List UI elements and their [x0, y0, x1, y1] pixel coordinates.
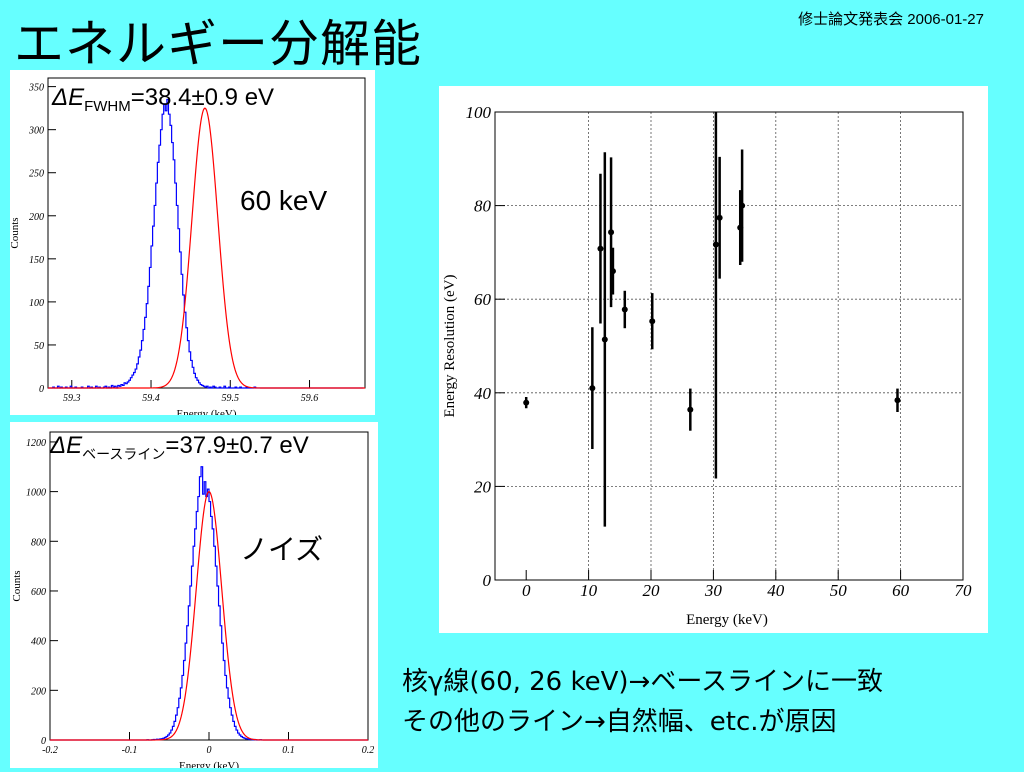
caption: 核γ線(60, 26 keV)→ベースラインに一致 その他のライン→自然幅、et…: [402, 662, 883, 742]
y-tick-label: 20: [474, 477, 492, 496]
gaussian-fit-line: [50, 490, 368, 741]
caption-line-2: その他のライン→自然幅、etc.が原因: [402, 707, 837, 737]
x-tick-label: 30: [704, 581, 723, 600]
y-tick-label: 60: [474, 290, 492, 309]
baseline-histogram-chart: -0.2 -0.1 0 0.1 0.2 0 200 400 600 800 1000 1200 Ener…: [11, 431, 375, 772]
x-tick-label: 0.2: [362, 745, 375, 756]
x-axis-label: Energy (keV): [686, 612, 768, 628]
data-point: [712, 241, 719, 248]
fwhm-subscript: FWHM: [84, 97, 131, 115]
x-tick-label: 0: [522, 581, 531, 600]
y-tick-label: 1200: [26, 438, 46, 449]
y-tick-label: 0: [41, 736, 46, 747]
data-point: [523, 399, 530, 406]
histogram-series: [48, 98, 364, 389]
histogram-series: [50, 466, 368, 741]
header-note: 修士論文発表会 2006-01-27: [798, 11, 984, 28]
data-point: [739, 202, 746, 209]
y-tick-label: 300: [28, 126, 44, 137]
x-tick-label: 59.4: [142, 393, 160, 404]
caption-line-1: 核γ線(60, 26 keV)→ベースラインに一致: [402, 667, 884, 697]
baseline-label: ΔEベースライン=37.9±0.7 eV: [50, 432, 309, 464]
y-tick-label: 350: [28, 83, 44, 94]
fwhm-label: ΔEFWHM=38.4±0.9 eV: [52, 84, 274, 115]
y-axis-label: Counts: [11, 570, 23, 601]
y-axis-label: Energy Resolution (eV): [442, 274, 458, 417]
data-point: [601, 336, 608, 343]
y-tick-label: 200: [29, 212, 44, 223]
x-axis-label: Energy (keV): [177, 408, 237, 415]
fwhm-histogram-panel: 59.3 59.4 59.5 59.6 0 50 100 150 200 250 300 350 Ene…: [9, 70, 375, 420]
x-tick-label: 59.6: [301, 393, 319, 404]
x-axis-label: Energy (keV): [179, 760, 239, 768]
y-tick-label: 0: [39, 384, 44, 395]
resolution-scatter-chart: 0 10 20 30 40 50 60 70 0 20 40 60 80 100 Energy (keV) E…: [442, 103, 973, 628]
plot-frame: [49, 431, 369, 741]
y-tick-label: 800: [31, 537, 46, 548]
x-tick-label: 10: [580, 581, 598, 600]
slide-title: エネルギー分解能: [14, 15, 422, 73]
x-tick-label: 50: [830, 581, 848, 600]
x-tick-label: 40: [767, 581, 785, 600]
y-tick-label: 1000: [26, 488, 46, 499]
baseline-histogram-panel: -0.2 -0.1 0 0.1 0.2 0 200 400 600 800 1000 1200 Ener…: [10, 422, 378, 772]
data-point: [597, 245, 604, 252]
data-point: [589, 385, 596, 392]
data-point: [687, 406, 694, 413]
y-tick-label: 600: [31, 587, 46, 598]
fwhm-value: =38.4±0.9 eV: [130, 84, 275, 111]
x-tick-label: 0: [207, 745, 212, 756]
noise-label: ノイズ: [240, 533, 324, 566]
y-tick-label: 0: [483, 571, 492, 590]
y-tick-label: 50: [34, 341, 44, 352]
y-tick-label: 100: [466, 103, 492, 122]
fwhm-histogram-chart: 59.3 59.4 59.5 59.6 0 50 100 150 200 250 300 350 Ene…: [9, 77, 366, 420]
y-axis-label: Counts: [10, 217, 21, 248]
plot-frame: [47, 77, 366, 389]
data-point: [894, 397, 901, 404]
x-tick-label: 59.3: [63, 393, 81, 404]
x-tick-label: 70: [955, 581, 973, 600]
y-tick-label: 100: [29, 298, 44, 309]
resolution-chart-panel: 0 10 20 30 40 50 60 70 0 20 40 60 80 100 Energy (keV) E…: [439, 86, 988, 633]
y-tick-label: 400: [31, 637, 46, 648]
y-tick-label: 80: [474, 197, 492, 216]
peak-energy-label: 60 keV: [240, 185, 328, 216]
y-tick-label: 200: [31, 686, 46, 697]
x-tick-label: -0.1: [122, 745, 138, 756]
fwhm-delta-e: ΔE: [52, 84, 85, 111]
data-point: [609, 268, 616, 275]
data-point: [649, 318, 656, 325]
baseline-subscript: ベースライン: [82, 445, 166, 462]
x-tick-label: 60: [892, 581, 910, 600]
x-tick-label: 20: [643, 581, 661, 600]
data-point: [716, 214, 723, 221]
data-point: [608, 229, 615, 236]
gaussian-fit-line: [48, 107, 365, 389]
baseline-value: =37.9±0.7 eV: [165, 432, 309, 459]
baseline-delta-e: ΔE: [50, 432, 83, 459]
x-tick-label: 59.5: [222, 393, 240, 404]
y-tick-label: 250: [29, 169, 44, 180]
x-tick-label: 0.1: [282, 745, 295, 756]
data-point: [621, 306, 628, 313]
plot-frame: [494, 111, 964, 581]
y-tick-label: 150: [29, 255, 44, 266]
x-tick-label: -0.2: [42, 745, 58, 756]
y-tick-label: 40: [474, 384, 492, 403]
